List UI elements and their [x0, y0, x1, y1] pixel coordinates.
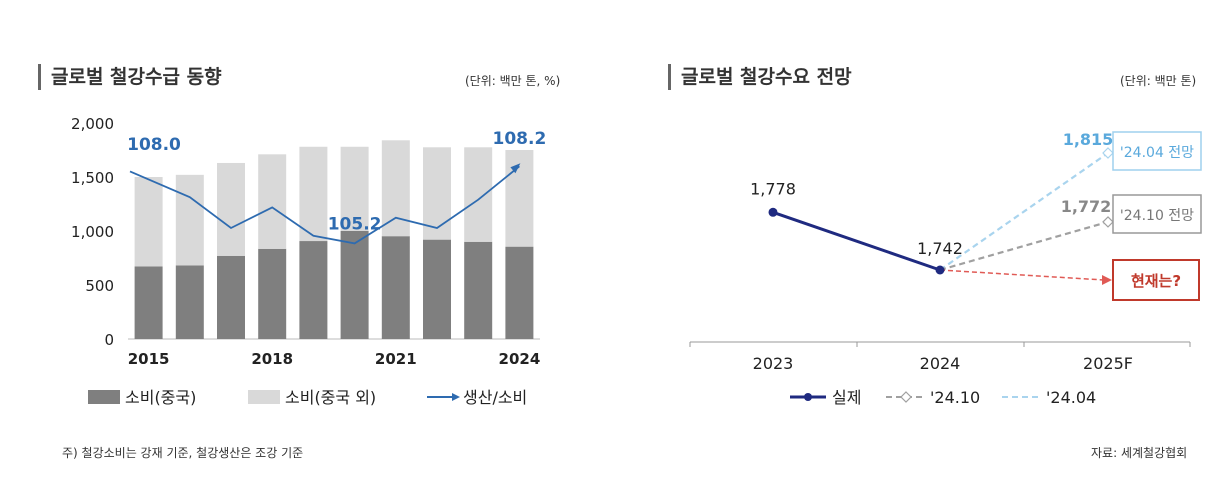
bar-other: [299, 146, 328, 242]
bar-china: [299, 241, 328, 339]
bar-other: [423, 147, 451, 240]
bar-china: [134, 266, 163, 339]
ratio-data-label: 105.2: [328, 214, 382, 234]
footnote-right: 자료: 세계철강협회: [1091, 446, 1188, 460]
y-tick-label: 2,000: [71, 115, 114, 133]
annotation-box-oct: [1112, 194, 1202, 234]
bar-other: [175, 174, 204, 266]
bar-china: [217, 255, 245, 339]
legend-label-ratio: 생산/소비: [463, 388, 527, 407]
forecast-apr-line: [939, 152, 1109, 271]
actual-point: [935, 265, 945, 275]
annotation-box-apr: [1112, 131, 1202, 171]
forecast-apr-value-label: 1,815: [1063, 130, 1114, 149]
left-panel-title: 글로벌 철강수급 동향: [38, 64, 222, 90]
bar-china: [381, 236, 410, 339]
x-tick-label: 2015: [128, 350, 170, 368]
legend-marker-oct: [900, 391, 912, 403]
bar-other: [217, 162, 245, 256]
x-tick-label: 2018: [251, 350, 293, 368]
annotation-oct: '24.10 전망: [1120, 208, 1194, 224]
x-tick-label: 2024: [499, 350, 541, 368]
y-tick-label: 1,500: [71, 169, 114, 187]
current-arrow-head: [1102, 275, 1112, 285]
legend-arrow-ratio: [452, 393, 460, 401]
bar-china: [423, 239, 451, 339]
legend-swatch-other: [248, 390, 280, 404]
actual-point: [768, 207, 778, 217]
right-panel-unit: (단위: 백만 톤): [1120, 74, 1197, 88]
forecast-oct-line: [939, 220, 1109, 272]
right-panel-title: 글로벌 철강수요 전망: [668, 64, 852, 90]
bar-other: [134, 177, 163, 267]
actual-value-label: 1,742: [917, 239, 963, 258]
actual-value-label: 1,778: [750, 179, 796, 198]
legend-label-china: 소비(중국): [125, 388, 196, 407]
ratio-line: [129, 165, 520, 245]
annotation-apr: '24.04 전망: [1120, 145, 1194, 161]
demand-outlook-chart: 2023 2024 2025F 1,778 1,742 1,815 1,772 '24.0…: [689, 130, 1202, 407]
ratio-data-label: 108.2: [493, 129, 547, 149]
forecast-oct-value-label: 1,772: [1061, 197, 1112, 216]
x-tick-label: 2023: [753, 354, 794, 373]
forecast-oct-marker: [1102, 216, 1114, 228]
bar-china: [505, 246, 534, 339]
bar-other: [340, 146, 369, 231]
bar-other: [505, 150, 534, 247]
legend-label-actual: 실제: [832, 388, 861, 407]
bar-china: [175, 265, 204, 339]
bar-other: [464, 147, 493, 242]
legend-swatch-china: [88, 390, 120, 404]
legend-label-oct: '24.10: [930, 388, 980, 407]
x-tick-label: 2021: [375, 350, 417, 368]
ratio-line-arrowhead: [510, 163, 521, 174]
bar-china: [340, 231, 369, 339]
y-tick-label: 500: [85, 277, 114, 295]
y-tick-label: 1,000: [71, 223, 114, 241]
bar-other: [258, 154, 287, 249]
current-arrow-line: [939, 269, 1105, 281]
x-tick-label: 2024: [920, 354, 961, 373]
ratio-data-label: 108.0: [127, 135, 181, 155]
legend-label-other: 소비(중국 외): [285, 388, 376, 407]
annotation-current: 현재는?: [1131, 272, 1181, 290]
footnote-left: 주) 철강소비는 강재 기준, 철강생산은 조강 기준: [62, 446, 304, 460]
actual-line: [772, 210, 941, 272]
supply-demand-chart: 2,000 1,500 1,000 500 0 2015 2018 2021 2024 108…: [71, 115, 547, 407]
legend-marker-actual: [804, 393, 812, 401]
y-tick-label: 0: [104, 331, 114, 349]
left-panel-unit: (단위: 백만 톤, %): [465, 74, 561, 88]
x-tick-label: 2025F: [1083, 354, 1133, 373]
bar-china: [258, 248, 287, 339]
legend-label-apr: '24.04: [1046, 388, 1096, 407]
bar-china: [464, 241, 493, 339]
forecast-apr-marker: [1102, 147, 1114, 159]
annotation-box-current: [1112, 259, 1200, 301]
